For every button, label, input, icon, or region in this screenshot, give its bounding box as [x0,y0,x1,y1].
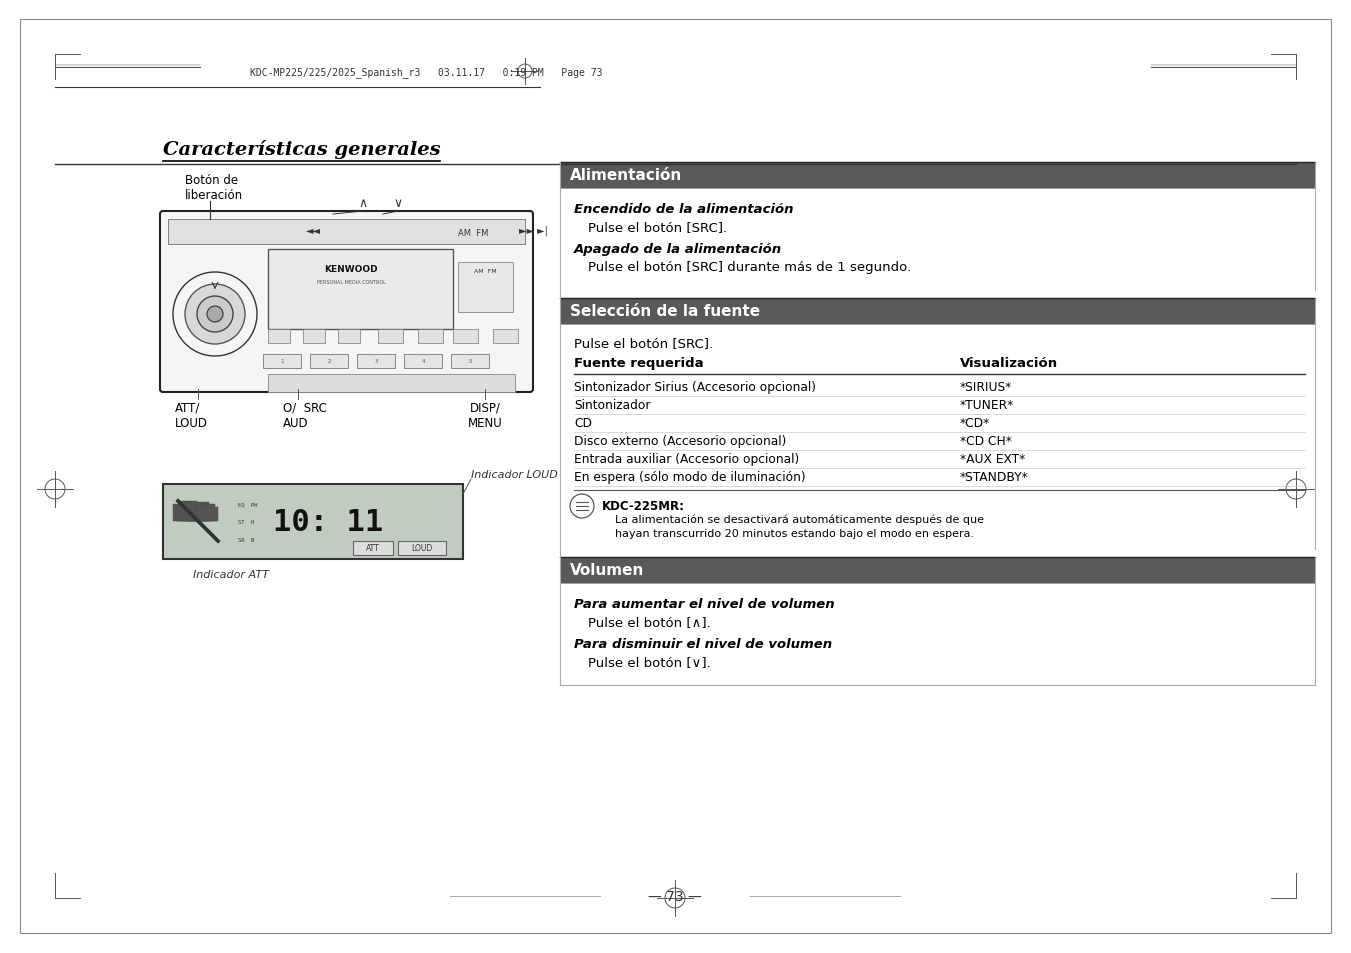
Text: Volumen: Volumen [570,563,644,578]
Bar [267,250,453,330]
Text: ATT/
LOUD: ATT/ LOUD [176,401,208,430]
Text: Indicador LOUD: Indicador LOUD [471,470,558,479]
Circle shape [207,307,223,323]
Bar [267,375,515,393]
Bar [417,330,443,344]
Text: Apagado de la alimentación: Apagado de la alimentación [574,243,782,255]
Bar [267,330,290,344]
Bar [176,507,195,521]
FancyBboxPatch shape [159,212,534,393]
Circle shape [185,285,245,345]
Text: Para disminuir el nivel de volumen: Para disminuir el nivel de volumen [574,638,832,650]
Text: — 73 —: — 73 — [648,889,703,903]
Text: Pulse el botón [∨].: Pulse el botón [∨]. [588,656,711,668]
Circle shape [197,296,232,333]
Text: Indicador ATT: Indicador ATT [193,569,269,579]
Text: KDC-MP225/225/2025_Spanish_r3   03.11.17   0:19 PM   Page 73: KDC-MP225/225/2025_Spanish_r3 03.11.17 0… [250,68,603,78]
Bar [357,355,394,369]
Bar [561,558,1315,583]
Text: PERSONAL MEDIA CONTROL: PERSONAL MEDIA CONTROL [317,280,385,285]
Text: Visualización: Visualización [961,356,1058,370]
Text: ATT: ATT [366,544,380,553]
Bar [195,506,212,521]
Bar [399,541,446,556]
Bar [185,503,203,521]
Text: 5: 5 [469,359,471,364]
Bar [200,507,218,521]
Text: *CD*: *CD* [961,417,990,430]
Text: ►► ►|: ►► ►| [519,225,547,235]
Bar [263,355,301,369]
Text: ◄◄: ◄◄ [305,225,320,234]
Text: AM  FM: AM FM [474,269,496,274]
Text: hayan transcurrido 20 minutos estando bajo el modo en espera.: hayan transcurrido 20 minutos estando ba… [615,529,974,538]
Bar [309,355,349,369]
Bar [404,355,442,369]
Bar [561,163,1315,189]
Text: SR  B: SR B [238,537,254,543]
Text: KENWOOD: KENWOOD [324,265,378,274]
Text: Alimentación: Alimentación [570,169,682,183]
Text: *AUX EXT*: *AUX EXT* [961,453,1025,466]
Text: ∨: ∨ [393,196,403,210]
Bar [163,484,463,559]
Text: Sintonizador: Sintonizador [574,399,650,412]
Text: Pulse el botón [SRC].: Pulse el botón [SRC]. [574,336,713,350]
Text: Encendido de la alimentación: Encendido de la alimentación [574,203,793,215]
Bar [303,330,326,344]
Bar [197,504,215,521]
Text: *CD CH*: *CD CH* [961,435,1012,448]
Bar [188,510,205,521]
Text: Selección de la fuente: Selección de la fuente [570,304,761,319]
Bar [168,220,526,245]
Text: Sintonizador Sirius (Accesorio opcional): Sintonizador Sirius (Accesorio opcional) [574,381,816,395]
Bar [182,505,200,521]
Text: EQ  PH: EQ PH [238,502,258,507]
Text: 2: 2 [327,359,331,364]
Text: *SIRIUS*: *SIRIUS* [961,381,1012,395]
Text: Botón de
liberación: Botón de liberación [185,173,243,202]
Text: Pulse el botón [∧].: Pulse el botón [∧]. [588,616,711,628]
Text: *STANDBY*: *STANDBY* [961,471,1028,484]
Text: En espera (sólo modo de iluminación): En espera (sólo modo de iluminación) [574,471,805,484]
Text: 10: 11: 10: 11 [273,508,384,537]
Bar [353,541,393,556]
Text: 4: 4 [422,359,424,364]
Bar [338,330,359,344]
Text: 1: 1 [280,359,284,364]
Text: KDC-225MR:: KDC-225MR: [603,499,685,513]
Bar [173,504,190,521]
Bar [378,330,403,344]
Bar [190,502,209,521]
Text: O/  SRC
AUD: O/ SRC AUD [282,401,327,430]
Bar [451,355,489,369]
Text: 3: 3 [374,359,378,364]
Bar [493,330,517,344]
Text: La alimentación se desactivará automáticamente después de que: La alimentación se desactivará automátic… [615,515,984,525]
Bar [458,263,513,313]
Text: Para aumentar el nivel de volumen: Para aumentar el nivel de volumen [574,598,835,610]
Text: LOUD: LOUD [411,544,432,553]
Text: DISP/
MENU: DISP/ MENU [467,401,503,430]
Text: ∧: ∧ [358,196,367,210]
Text: AM  FM: AM FM [458,229,488,237]
Text: ST  H: ST H [238,520,254,525]
Bar [178,501,197,521]
Text: CD: CD [574,417,592,430]
Text: Pulse el botón [SRC].: Pulse el botón [SRC]. [588,221,727,233]
Text: Disco externo (Accesorio opcional): Disco externo (Accesorio opcional) [574,435,786,448]
Bar [561,298,1315,325]
Text: Características generales: Características generales [163,140,440,159]
Text: *TUNER*: *TUNER* [961,399,1015,412]
Text: Pulse el botón [SRC] durante más de 1 segundo.: Pulse el botón [SRC] durante más de 1 se… [588,261,911,274]
Text: Fuente requerida: Fuente requerida [574,356,704,370]
Bar [453,330,478,344]
Text: Entrada auxiliar (Accesorio opcional): Entrada auxiliar (Accesorio opcional) [574,453,800,466]
